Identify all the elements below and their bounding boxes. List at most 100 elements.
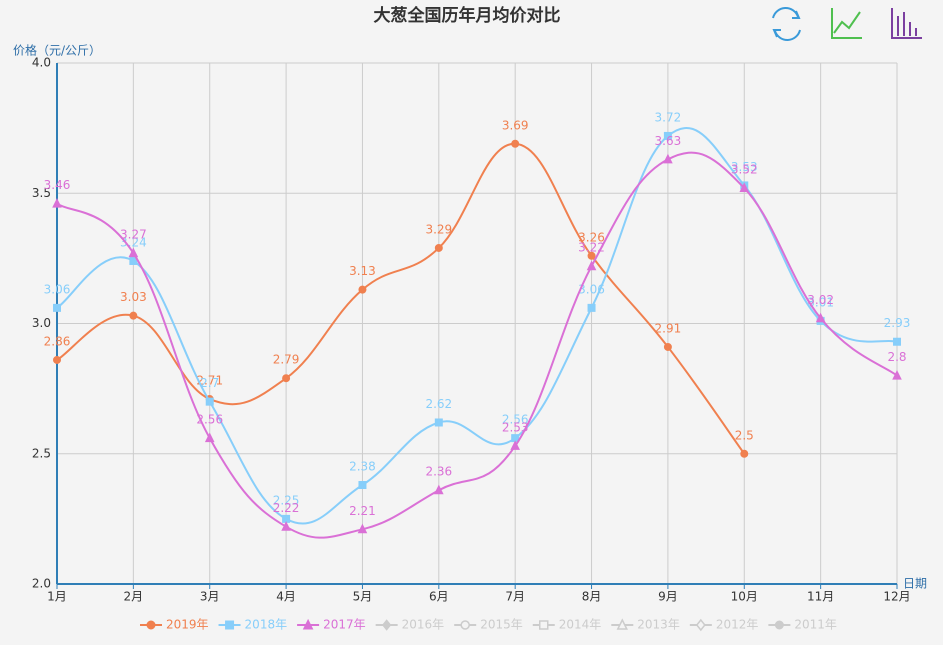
data-label: 2.22 — [273, 501, 300, 515]
data-label: 3.63 — [655, 134, 682, 148]
data-label: 2.25 — [273, 493, 300, 507]
series: 2.86 3.03 2.71 2.79 3.13 3.29 3.69 3.26 2.91 2.5 — [44, 118, 754, 458]
y-tick-label: 4.0 — [32, 56, 51, 70]
point — [434, 418, 443, 427]
data-label: 2.91 — [655, 321, 682, 335]
point — [129, 256, 138, 265]
data-label: 3.24 — [120, 235, 147, 249]
data-label: 3.03 — [120, 290, 147, 304]
x-tick-label: 1月 — [47, 590, 67, 604]
point — [510, 440, 520, 450]
data-label: 3.06 — [578, 282, 605, 296]
data-label: 2.79 — [273, 353, 300, 367]
legend-label: 2019年 — [166, 618, 209, 632]
legend-symbol — [460, 620, 470, 630]
legend-item[interactable]: 2011年 — [768, 618, 837, 632]
legend-item[interactable]: 2013年 — [611, 618, 680, 632]
legend-item[interactable]: 2012年 — [689, 618, 759, 632]
legend-item[interactable]: 2017年 — [297, 618, 366, 632]
data-label: 2.86 — [44, 334, 71, 348]
x-tick-label: 10月 — [731, 590, 758, 604]
point — [358, 285, 367, 294]
point — [358, 481, 367, 490]
data-label: 3.01 — [807, 295, 834, 309]
legend-symbol — [774, 620, 784, 630]
legend-item[interactable]: 2016年 — [375, 618, 445, 632]
point — [205, 397, 214, 406]
point — [511, 139, 520, 148]
legend-symbol — [302, 618, 314, 630]
data-label: 3.02 — [807, 293, 834, 307]
point — [663, 131, 672, 140]
data-label: 3.29 — [425, 222, 452, 236]
point — [739, 182, 750, 193]
line — [56, 151, 898, 539]
line-chart-button[interactable] — [831, 8, 862, 39]
line — [56, 142, 746, 455]
point — [663, 342, 672, 351]
data-label: 3.69 — [502, 118, 529, 132]
legend-label: 2016年 — [402, 618, 445, 632]
point — [53, 303, 61, 312]
legend-symbol — [225, 620, 235, 630]
legend-symbol — [382, 619, 392, 631]
legend-symbol — [538, 620, 549, 630]
y-tick-label: 2.5 — [32, 446, 51, 460]
data-label: 3.52 — [731, 163, 758, 177]
data-label: 2.53 — [502, 420, 529, 434]
legend-label: 2017年 — [323, 618, 366, 632]
point — [282, 374, 291, 383]
legend-item[interactable]: 2015年 — [454, 618, 523, 632]
y-tick-label: 3.0 — [32, 316, 51, 330]
refresh-button[interactable] — [772, 7, 801, 41]
data-label: 2.71 — [196, 374, 223, 388]
toolbox[interactable] — [772, 7, 922, 41]
x-tick-label: 5月 — [353, 590, 373, 604]
point — [129, 311, 138, 320]
data-label: 2.36 — [425, 465, 452, 479]
y-axis-label: 价格（元/公斤） — [13, 43, 101, 58]
x-tick-label: 3月 — [200, 590, 220, 604]
data-label: 2.62 — [425, 397, 452, 411]
x-tick-label: 6月 — [429, 590, 449, 604]
legend-label: 2011年 — [794, 618, 837, 632]
x-tick-label: 11月 — [807, 590, 834, 604]
data-label: 3.27 — [120, 228, 147, 242]
data-label: 3.53 — [731, 160, 758, 174]
legend-symbol — [616, 618, 628, 630]
point — [281, 521, 291, 531]
x-tick-label: 12月 — [883, 590, 910, 604]
point — [815, 312, 826, 323]
y-tick-label: 2.0 — [32, 577, 51, 591]
x-axis-label: 日期 — [903, 577, 927, 591]
data-label: 2.21 — [349, 504, 376, 518]
point — [586, 260, 597, 271]
data-label: 2.56 — [502, 413, 529, 427]
bar-chart-button[interactable] — [891, 8, 922, 39]
legend-item[interactable]: 2019年 — [140, 618, 209, 632]
data-label: 3.06 — [44, 282, 71, 296]
x-tick-label: 4月 — [276, 590, 296, 604]
point — [663, 153, 673, 164]
y-tick-label: 3.5 — [32, 186, 51, 200]
legend: 2019年 2018年 2017年 2016年 2015年 2014年 2013年 2012年… — [140, 618, 837, 632]
legend-item[interactable]: 2014年 — [532, 618, 602, 632]
point — [357, 523, 368, 534]
data-label: 2.7 — [200, 376, 219, 390]
legend-label: 2012年 — [716, 618, 759, 632]
legend-label: 2015年 — [480, 618, 523, 632]
x-tick-label: 2月 — [124, 590, 144, 604]
legend-symbol — [146, 620, 156, 630]
data-label: 2.8 — [887, 350, 906, 364]
point — [204, 432, 215, 443]
data-label: 3.72 — [655, 110, 682, 124]
chart-title: 大葱全国历年月均价对比 — [374, 5, 561, 26]
data-label: 3.13 — [349, 264, 376, 278]
legend-item[interactable]: 2018年 — [218, 618, 288, 632]
point — [52, 198, 62, 208]
data-label: 2.5 — [735, 428, 754, 442]
series: 3.46 3.27 2.56 2.22 2.21 2.36 2.53 3.22 3.63 3.52… — [44, 134, 907, 539]
point — [740, 449, 749, 458]
point — [128, 247, 139, 258]
data-label: 2.93 — [884, 316, 911, 330]
